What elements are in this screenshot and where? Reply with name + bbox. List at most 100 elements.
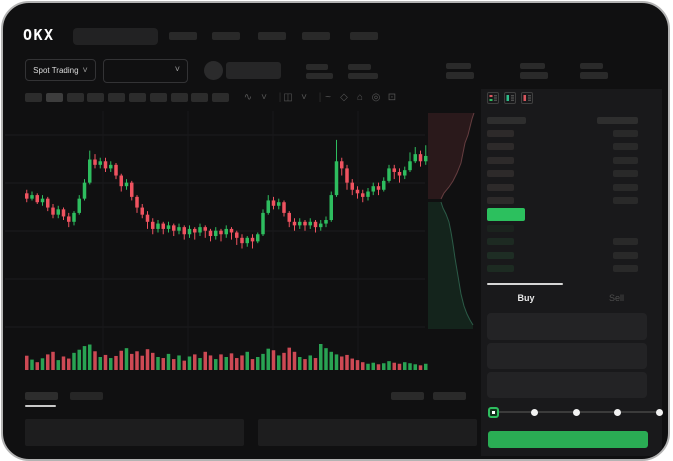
bottom-tab-skeleton[interactable] bbox=[70, 392, 103, 400]
bottom-action-skeleton[interactable] bbox=[391, 392, 424, 400]
candle-body bbox=[30, 195, 34, 199]
timeframe-skeleton[interactable] bbox=[191, 93, 209, 102]
volume-bar bbox=[355, 360, 360, 370]
candle-body bbox=[413, 154, 417, 162]
candle-body bbox=[229, 228, 234, 233]
timeframe-skeleton[interactable] bbox=[87, 93, 105, 102]
tab-buy[interactable]: Buy bbox=[481, 287, 571, 309]
candlestick-chart[interactable] bbox=[3, 111, 433, 381]
slider-handle-dot bbox=[491, 411, 495, 414]
candle-body bbox=[324, 220, 328, 224]
chevron-down-icon[interactable]: ˅ bbox=[261, 91, 267, 103]
candle-body bbox=[151, 221, 155, 229]
bid-price-skeleton[interactable] bbox=[487, 251, 514, 259]
volume-bar bbox=[130, 353, 134, 370]
volume-bar bbox=[145, 349, 150, 370]
timeframe-skeleton[interactable] bbox=[149, 93, 167, 102]
slider-stop-75[interactable] bbox=[614, 409, 621, 416]
candle-body bbox=[93, 159, 97, 165]
bid-price-skeleton[interactable] bbox=[487, 225, 514, 232]
volume-bar bbox=[366, 363, 370, 370]
timeframe-skeleton[interactable] bbox=[45, 93, 63, 102]
stat-label-skeleton bbox=[580, 63, 603, 69]
orderbook-asks-icon[interactable] bbox=[521, 92, 533, 104]
candle-body bbox=[250, 237, 255, 242]
chevron-down-icon[interactable]: ˅ bbox=[301, 91, 307, 103]
nav-item-skeleton[interactable] bbox=[302, 32, 330, 40]
tab-sell-label: Sell bbox=[608, 293, 624, 303]
nav-item-skeleton[interactable] bbox=[212, 32, 240, 40]
stat-label-skeleton bbox=[446, 63, 471, 69]
candle-body bbox=[245, 237, 249, 244]
timeframe-skeleton[interactable] bbox=[212, 93, 230, 102]
orders-table-skeleton bbox=[25, 419, 244, 446]
volume-bar bbox=[413, 364, 417, 370]
candle-body bbox=[103, 161, 108, 169]
ask-price-skeleton[interactable] bbox=[487, 170, 514, 178]
candle-body bbox=[313, 221, 318, 228]
orderbook-scrollbar[interactable] bbox=[487, 283, 563, 285]
timeframe-skeleton[interactable] bbox=[129, 93, 146, 102]
nav-item-skeleton[interactable] bbox=[258, 32, 286, 40]
pair-select-dropdown[interactable]: ˅ bbox=[103, 59, 188, 83]
volume-bar bbox=[124, 348, 129, 370]
ask-price-skeleton[interactable] bbox=[487, 183, 514, 191]
fullscreen-icon[interactable]: ⊡ bbox=[387, 91, 397, 103]
candle-body bbox=[408, 161, 412, 171]
ask-price-skeleton[interactable] bbox=[487, 156, 514, 164]
volume-bar bbox=[187, 356, 192, 370]
bottom-tab-skeleton[interactable] bbox=[25, 392, 58, 400]
orderbook-bids-icon[interactable] bbox=[504, 92, 516, 104]
ask-price-skeleton[interactable] bbox=[487, 197, 514, 204]
screenshot-icon[interactable]: ⌂ bbox=[356, 91, 364, 103]
ask-price-skeleton[interactable] bbox=[487, 143, 514, 151]
buy-button[interactable] bbox=[488, 431, 648, 448]
price-input[interactable] bbox=[487, 313, 647, 340]
slider-stop-50[interactable] bbox=[572, 409, 580, 416]
amount-input[interactable] bbox=[487, 343, 647, 369]
volume-bar bbox=[172, 359, 176, 370]
timeframe-skeleton[interactable] bbox=[66, 93, 84, 102]
candle-body bbox=[334, 161, 339, 196]
volume-bar bbox=[161, 358, 165, 370]
volume-bar bbox=[224, 357, 228, 370]
timeframe-skeleton[interactable] bbox=[108, 93, 126, 102]
nav-item-skeleton[interactable] bbox=[169, 32, 197, 40]
orderbook-combined-icon[interactable] bbox=[487, 92, 499, 104]
stat-value-skeleton bbox=[520, 72, 548, 79]
volume-bar bbox=[324, 348, 328, 370]
settings-icon[interactable]: ◎ bbox=[371, 91, 381, 103]
timeframe-skeleton[interactable] bbox=[170, 93, 188, 102]
candle-body bbox=[72, 212, 76, 222]
bid-price-skeleton[interactable] bbox=[487, 238, 514, 246]
search-input[interactable] bbox=[73, 28, 158, 45]
candle-body bbox=[366, 191, 370, 197]
bottom-action-skeleton[interactable] bbox=[433, 392, 466, 400]
trendline-icon[interactable]: ~ bbox=[325, 91, 331, 103]
nav-item-skeleton[interactable] bbox=[350, 32, 378, 40]
candle-body bbox=[382, 180, 386, 190]
candle-body bbox=[219, 230, 223, 235]
slider-stop-25[interactable] bbox=[531, 409, 538, 416]
volume-bar bbox=[256, 357, 260, 370]
volume-bar bbox=[219, 354, 223, 370]
volume-bar bbox=[151, 352, 155, 370]
timeframe-skeleton[interactable] bbox=[25, 93, 42, 102]
volume-bar bbox=[30, 359, 34, 370]
volume-bar bbox=[46, 354, 50, 370]
chart-style-icon[interactable]: ∿ bbox=[243, 91, 253, 103]
slider-handle[interactable] bbox=[487, 407, 499, 418]
measure-icon[interactable]: ◇ bbox=[340, 91, 348, 103]
slider-stop-100[interactable] bbox=[655, 409, 663, 416]
last-price-highlight[interactable] bbox=[487, 208, 525, 221]
ask-amount-skeleton bbox=[613, 143, 638, 151]
bid-price-skeleton[interactable] bbox=[487, 265, 514, 273]
tab-sell[interactable]: Sell bbox=[571, 287, 662, 309]
ask-price-skeleton[interactable] bbox=[487, 130, 514, 137]
candle-body bbox=[387, 168, 391, 181]
market-type-dropdown[interactable]: Spot Trading ˅ bbox=[25, 59, 96, 81]
indicators-icon[interactable]: ◫ bbox=[283, 91, 293, 103]
candle-body bbox=[156, 223, 160, 229]
total-input[interactable] bbox=[487, 372, 647, 398]
volume-bar bbox=[345, 354, 349, 370]
